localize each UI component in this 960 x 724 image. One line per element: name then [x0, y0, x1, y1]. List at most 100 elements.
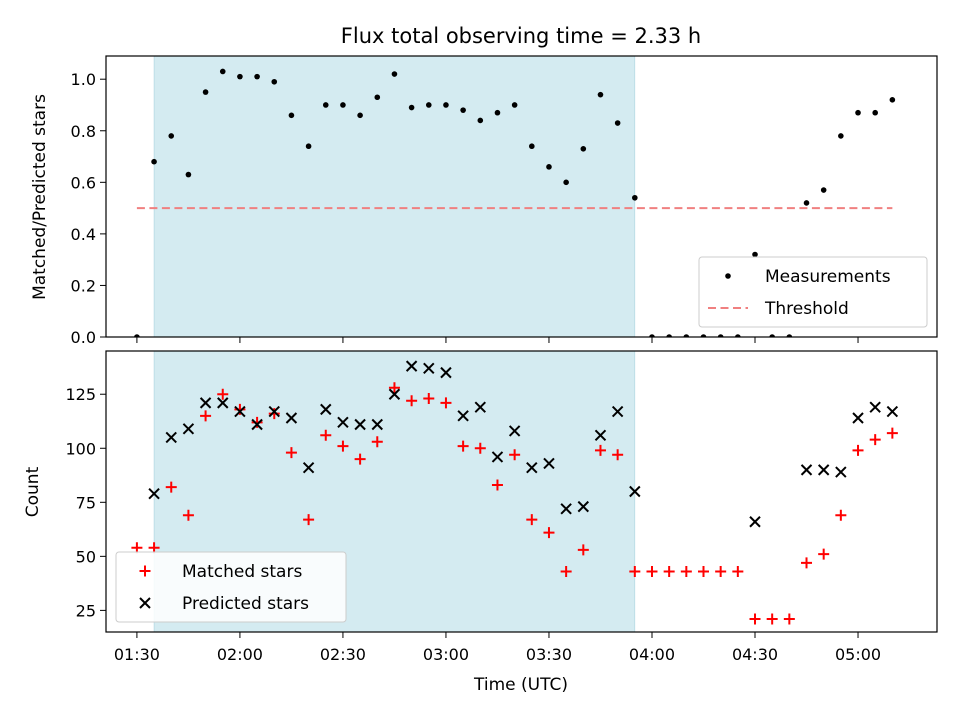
- bottom-series-0-point: [543, 527, 555, 539]
- bottom-legend-label: Matched stars: [182, 562, 302, 582]
- bottom-plot-area: [131, 360, 899, 625]
- bottom-panel: 25 50 75 100 125 01:30 02:00 02:30 03:00 03:30 04:…: [65, 350, 938, 664]
- x-tick-label: 05:00: [835, 645, 881, 664]
- bottom-legend-label: Predicted stars: [182, 594, 309, 614]
- bottom-series-0-point: [200, 410, 212, 422]
- bottom-series-1-point: [285, 412, 298, 424]
- top-series-0-point: [614, 120, 621, 126]
- bottom-series-0-point: [835, 509, 847, 521]
- top-y-tick-label: 0.6: [71, 173, 96, 192]
- bottom-series-0-point: [577, 544, 589, 556]
- bottom-series-1-point: [594, 429, 607, 442]
- bottom-series-0-point: [268, 408, 280, 420]
- bottom-series-0-point: [766, 613, 778, 625]
- top-axes-frame: [105, 55, 938, 338]
- bottom-series-1-point: [199, 397, 212, 409]
- bottom-series-1-point: [869, 401, 881, 413]
- bottom-series-0-point: [320, 429, 332, 441]
- bottom-series-0-point: [303, 514, 315, 526]
- top-series-0-point: [855, 109, 861, 116]
- bottom-series-0-point: [612, 449, 624, 461]
- bottom-series-0-point: [526, 514, 538, 526]
- top-legend-swatch: [725, 273, 731, 279]
- bottom-series-0-point: [715, 565, 727, 577]
- bottom-series-1-point: [354, 418, 366, 431]
- top-series-0-point: [649, 334, 655, 337]
- bottom-series-1-point: [457, 410, 469, 422]
- top-series-0-point: [597, 91, 604, 98]
- top-series-0-point: [511, 102, 518, 108]
- x-tick-label: 03:00: [423, 645, 469, 664]
- top-series-0-point: [134, 334, 140, 337]
- top-plot-area: [134, 68, 896, 337]
- bottom-series-0-point: [749, 613, 761, 625]
- bottom-series-0-point: [388, 382, 400, 394]
- x-tick-label: 01:30: [114, 645, 160, 664]
- bottom-series-1-point: [800, 464, 813, 476]
- top-legend: Measurements Threshold: [698, 256, 928, 328]
- bottom-series-0-point: [732, 565, 744, 577]
- bottom-series-0-point: [594, 444, 606, 456]
- bottom-y-tick-label: 75: [76, 493, 96, 512]
- top-panel: 0.0 0.2 0.4 0.6 0.8 1.0 Measurements Threshold: [71, 55, 938, 347]
- top-y-tick-label: 0.2: [71, 276, 96, 295]
- bottom-series-1-point: [148, 487, 160, 500]
- bottom-series-1-point: [508, 425, 521, 437]
- top-series-0-point: [391, 71, 398, 77]
- top-series-0-point: [529, 143, 535, 150]
- bottom-series-1-point: [749, 516, 761, 528]
- bottom-series-1-point: [234, 405, 246, 418]
- x-tick-label: 02:30: [320, 645, 366, 664]
- top-y-tick-label: 0.0: [71, 328, 96, 347]
- bottom-y-tick-label: 100: [65, 439, 96, 458]
- bottom-series-1-point: [337, 416, 349, 429]
- x-tick-label: 02:00: [217, 645, 263, 664]
- top-series-0-point: [443, 102, 449, 108]
- bottom-series-0-point: [148, 542, 160, 554]
- bottom-series-0-point: [337, 440, 349, 452]
- top-series-0-point: [820, 187, 827, 193]
- bottom-series-1-point: [371, 418, 383, 431]
- bottom-series-0-point: [354, 453, 366, 465]
- top-series-0-point: [168, 133, 175, 139]
- bottom-series-1-point: [251, 418, 263, 431]
- bottom-series-0-point: [869, 434, 881, 446]
- bottom-legend-swatch: [139, 565, 151, 577]
- top-legend-box: [698, 256, 928, 328]
- top-series-0-point: [752, 251, 758, 258]
- top-series-0-point: [872, 109, 878, 116]
- bottom-series-0-point: [251, 416, 263, 428]
- top-series-0-point: [460, 107, 466, 113]
- top-series-0-point: [357, 112, 363, 119]
- top-series-0-point: [700, 334, 707, 337]
- bottom-series-0-point: [646, 565, 658, 577]
- top-series-0-point: [340, 102, 346, 108]
- bottom-series-0-point: [165, 481, 177, 493]
- bottom-series-0-point: [818, 548, 830, 560]
- bottom-series-0-point: [697, 565, 709, 577]
- bottom-series-1-point: [388, 388, 401, 400]
- bottom-series-0-point: [886, 427, 898, 439]
- bottom-y-axis-label: Count: [23, 466, 43, 517]
- top-series-0-point: [271, 78, 278, 85]
- top-series-0-point: [838, 133, 844, 139]
- x-tick-label: 04:30: [732, 645, 778, 664]
- chart-title: Flux total observing time = 2.33 h: [341, 24, 701, 48]
- bottom-y-tick-label: 125: [65, 385, 96, 404]
- top-y-tick-label: 1.0: [71, 70, 96, 89]
- bottom-series-1-point: [526, 462, 538, 474]
- top-series-0-point: [288, 112, 295, 119]
- bottom-series-0-point: [371, 436, 383, 448]
- bottom-series-1-point: [886, 405, 899, 418]
- bottom-series-1-point: [543, 457, 555, 470]
- bottom-series-0-point: [560, 565, 572, 577]
- bottom-series-0-point: [491, 479, 503, 491]
- bottom-series-1-point: [629, 485, 641, 498]
- bottom-series-1-point: [491, 451, 504, 463]
- bottom-series-1-point: [440, 366, 452, 379]
- bottom-series-1-point: [302, 462, 315, 474]
- bottom-series-1-point: [817, 464, 830, 476]
- bottom-series-1-point: [835, 466, 847, 478]
- top-series-0-point: [425, 102, 432, 108]
